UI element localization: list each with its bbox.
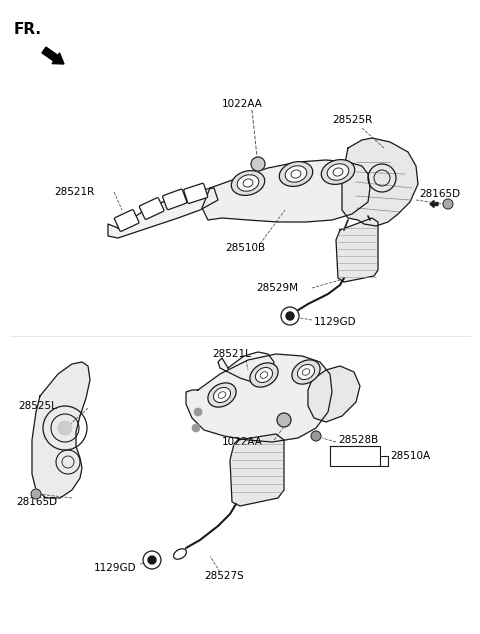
Polygon shape <box>32 362 90 498</box>
Ellipse shape <box>237 175 259 191</box>
Ellipse shape <box>279 162 312 186</box>
FancyArrow shape <box>430 200 438 207</box>
Ellipse shape <box>292 360 320 384</box>
FancyBboxPatch shape <box>184 183 208 204</box>
FancyArrow shape <box>42 47 64 64</box>
Ellipse shape <box>214 387 230 403</box>
Ellipse shape <box>327 164 349 180</box>
Text: 28528B: 28528B <box>338 435 378 445</box>
Circle shape <box>251 157 265 171</box>
Polygon shape <box>202 160 370 222</box>
Polygon shape <box>108 188 218 238</box>
Ellipse shape <box>250 363 278 387</box>
Circle shape <box>58 421 72 435</box>
FancyBboxPatch shape <box>114 210 139 231</box>
Ellipse shape <box>321 160 355 184</box>
Text: 28525L: 28525L <box>18 401 57 411</box>
Polygon shape <box>218 352 274 382</box>
Polygon shape <box>308 366 360 422</box>
Circle shape <box>194 408 202 416</box>
Ellipse shape <box>208 383 236 407</box>
Text: 28521L: 28521L <box>212 349 251 359</box>
Circle shape <box>148 556 156 564</box>
Ellipse shape <box>298 365 314 380</box>
Ellipse shape <box>255 368 273 382</box>
Circle shape <box>143 551 161 569</box>
FancyBboxPatch shape <box>163 189 187 210</box>
Circle shape <box>311 431 321 441</box>
Text: 28525R: 28525R <box>332 115 372 125</box>
Text: 28521R: 28521R <box>54 187 94 197</box>
Circle shape <box>281 307 299 325</box>
Text: 1129GD: 1129GD <box>314 317 357 327</box>
Circle shape <box>443 199 453 209</box>
Polygon shape <box>336 218 378 282</box>
Ellipse shape <box>260 372 268 378</box>
Circle shape <box>192 424 200 432</box>
Circle shape <box>286 312 294 320</box>
Ellipse shape <box>174 549 186 559</box>
Polygon shape <box>230 434 284 506</box>
Text: 1129GD: 1129GD <box>94 563 137 573</box>
Text: 28165D: 28165D <box>16 497 57 507</box>
Text: 28165D: 28165D <box>419 189 460 199</box>
Ellipse shape <box>231 171 264 195</box>
Text: 28529M: 28529M <box>256 283 298 293</box>
Text: FR.: FR. <box>14 22 42 37</box>
Ellipse shape <box>285 165 307 182</box>
Text: 28527S: 28527S <box>204 571 244 581</box>
Text: 28510B: 28510B <box>225 243 265 253</box>
FancyBboxPatch shape <box>139 198 164 219</box>
Ellipse shape <box>333 168 343 176</box>
Ellipse shape <box>218 392 226 398</box>
Text: 28510A: 28510A <box>390 451 430 461</box>
Ellipse shape <box>291 170 301 178</box>
Circle shape <box>277 413 291 427</box>
Text: 1022AA: 1022AA <box>222 437 263 447</box>
Text: 1022AA: 1022AA <box>222 99 263 109</box>
Circle shape <box>31 489 41 499</box>
Ellipse shape <box>243 179 253 187</box>
Polygon shape <box>186 354 332 442</box>
Ellipse shape <box>302 369 310 375</box>
Polygon shape <box>342 138 418 226</box>
